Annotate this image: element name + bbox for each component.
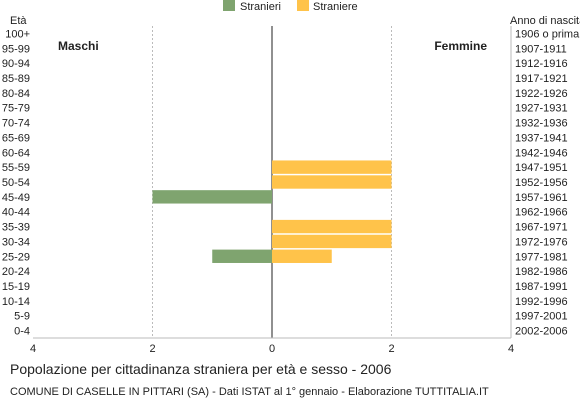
bar-straniere-25-29	[272, 249, 332, 263]
birth-year-label: 1972-1976	[515, 236, 568, 248]
birth-year-label: 1952-1956	[515, 177, 568, 189]
age-label: 55-59	[2, 162, 30, 174]
birth-year-label: 1937-1941	[515, 132, 568, 144]
bars	[152, 160, 392, 263]
birth-year-label: 1977-1981	[515, 251, 568, 263]
x-tick-labels: 4 2 0 2 4	[30, 343, 514, 355]
birth-year-label: 1917-1921	[515, 73, 568, 85]
bar-straniere-30-34	[272, 234, 392, 249]
bar-stranieri-45-49	[152, 190, 272, 204]
right-axis-label: Anno di nascita	[510, 15, 580, 27]
legend-label-stranieri: Stranieri	[240, 1, 281, 13]
left-axis-label: Età	[10, 15, 27, 27]
age-label: 10-14	[2, 296, 30, 308]
x-tick-label: 2	[149, 343, 155, 355]
birth-year-label: 1906 o prima	[515, 28, 580, 40]
age-label: 70-74	[2, 118, 30, 130]
x-tick-label: 4	[30, 343, 36, 355]
bar-straniere-35-39	[272, 219, 392, 234]
birth-year-label: 2002-2006	[515, 326, 568, 338]
age-label: 40-44	[2, 207, 30, 219]
bar-stranieri-25-29	[212, 249, 272, 263]
birth-year-label: 1987-1991	[515, 281, 568, 293]
birth-year-label: 1932-1936	[515, 118, 568, 130]
legend: Stranieri Straniere	[223, 0, 358, 13]
age-label: 15-19	[2, 281, 30, 293]
birth-year-label: 1962-1966	[515, 207, 568, 219]
maschi-label: Maschi	[58, 39, 99, 53]
age-label: 25-29	[2, 251, 30, 263]
birth-year-label: 1982-1986	[515, 266, 568, 278]
age-label: 95-99	[2, 43, 30, 55]
x-tick-label: 2	[388, 343, 394, 355]
x-tick-label: 0	[269, 343, 275, 355]
birth-year-label: 1907-1911	[515, 43, 567, 55]
femmine-label: Femmine	[434, 39, 487, 53]
age-label: 60-64	[2, 147, 30, 159]
age-label: 45-49	[2, 192, 30, 204]
age-label: 100+	[5, 28, 30, 40]
birth-year-label: 1927-1931	[515, 103, 568, 115]
birth-year-label: 1967-1971	[515, 222, 568, 234]
legend-swatch-straniere	[297, 0, 309, 11]
bar-straniere-55-59	[272, 160, 392, 174]
age-label: 50-54	[2, 177, 30, 189]
age-label: 35-39	[2, 222, 30, 234]
age-label: 20-24	[2, 266, 30, 278]
x-tick-label: 4	[508, 343, 514, 355]
age-label: 80-84	[2, 88, 30, 100]
legend-swatch-stranieri	[223, 0, 235, 11]
age-label: 85-89	[2, 73, 30, 85]
age-label: 65-69	[2, 132, 30, 144]
age-label: 75-79	[2, 103, 30, 115]
birth-year-label: 1912-1916	[515, 58, 568, 70]
age-labels: 100+ 95-99 90-94 85-89 80-84 75-79 70-74 65-69 6…	[2, 28, 30, 337]
chart-title: Popolazione per cittadinanza straniera p…	[10, 361, 392, 377]
birth-year-label: 1957-1961	[515, 192, 568, 204]
bar-straniere-50-54	[272, 175, 392, 189]
birth-year-labels: 1906 o prima 1907-1911 1912-1916 1917-1921 1…	[515, 28, 580, 337]
birth-year-label: 1947-1951	[515, 162, 568, 174]
birth-year-label: 1997-2001	[515, 311, 568, 323]
age-label: 90-94	[2, 58, 30, 70]
age-label: 30-34	[2, 236, 30, 248]
age-label: 5-9	[14, 311, 30, 323]
chart-subtitle: COMUNE DI CASELLE IN PITTARI (SA) - Dati…	[10, 386, 489, 398]
birth-year-label: 1992-1996	[515, 296, 568, 308]
age-label: 0-4	[14, 326, 30, 338]
birth-year-label: 1942-1946	[515, 147, 568, 159]
legend-label-straniere: Straniere	[313, 1, 358, 13]
birth-year-label: 1922-1926	[515, 88, 568, 100]
